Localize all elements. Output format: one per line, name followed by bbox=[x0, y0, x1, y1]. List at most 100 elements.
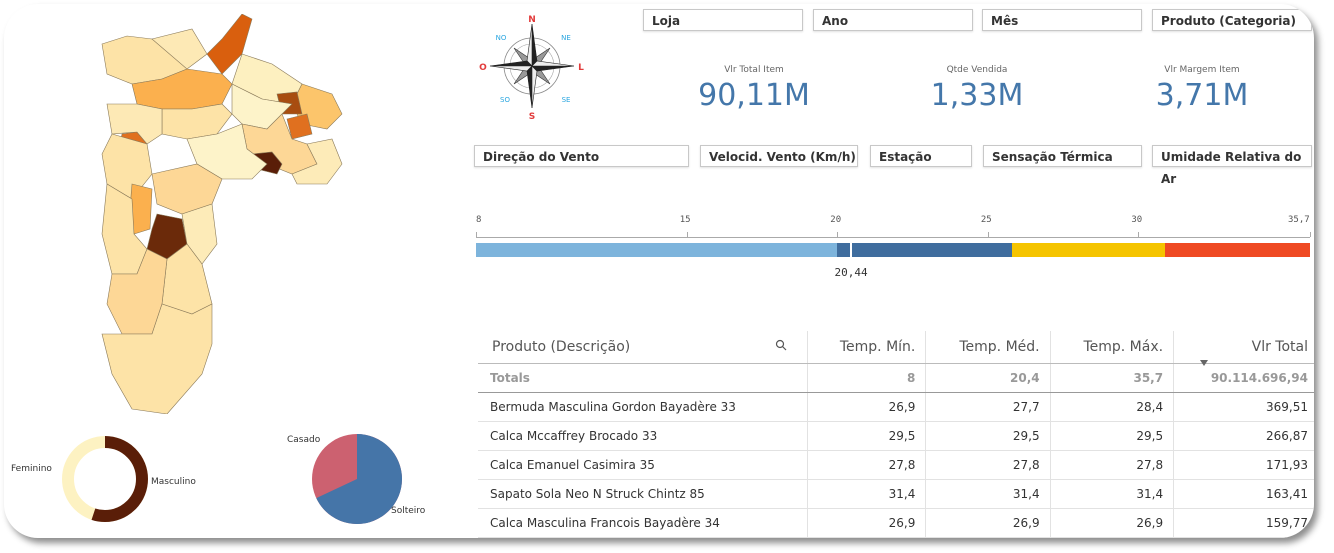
marital-status-pie-chart[interactable] bbox=[312, 434, 402, 524]
cell-vlr-total: 159,77 bbox=[1173, 508, 1314, 538]
gauge-band bbox=[837, 243, 1012, 257]
map-region bbox=[291, 138, 343, 185]
cell-temp-max: 28,4 bbox=[1049, 392, 1174, 422]
filter-sensacao-termica[interactable]: Sensação Térmica bbox=[983, 145, 1142, 167]
cell-vlr-total: 266,87 bbox=[1173, 421, 1314, 451]
table-row[interactable]: Sapato Sola Neo N Struck Chintz 85 31,4 … bbox=[478, 479, 1314, 509]
column-header-vlr-total[interactable]: Vlr Total bbox=[1173, 331, 1314, 364]
gauge-tick-label: 25 bbox=[980, 215, 992, 225]
compass-l: L bbox=[578, 63, 584, 73]
gauge-tick-label: 20 bbox=[830, 215, 842, 225]
pie-label-solteiro: Solteiro bbox=[391, 506, 426, 516]
gauge-tick-mark bbox=[686, 232, 688, 237]
totals-temp-min: 8 bbox=[806, 363, 926, 393]
compass-n: N bbox=[528, 15, 536, 25]
column-header-temp-max[interactable]: Temp. Máx. bbox=[1049, 331, 1174, 364]
table-header-row: Produto (Descrição) Temp. Mín. Temp. Méd… bbox=[478, 331, 1314, 364]
cell-temp-max: 31,4 bbox=[1049, 479, 1174, 509]
cell-temp-med: 27,7 bbox=[925, 392, 1051, 422]
gauge-tick-mark bbox=[1138, 232, 1140, 237]
compass-no: NO bbox=[496, 34, 507, 42]
kpi-title-vlr-total-item: Vlr Total Item bbox=[724, 65, 784, 75]
gender-donut-chart[interactable] bbox=[60, 434, 150, 524]
compass-so: SO bbox=[500, 96, 510, 104]
cell-temp-min: 29,5 bbox=[806, 421, 926, 451]
gauge-tick-mark bbox=[476, 232, 477, 237]
kpi-title-qtde-vendida: Qtde Vendida bbox=[946, 65, 1008, 75]
product-table: Produto (Descrição) Temp. Mín. Temp. Méd… bbox=[478, 331, 1314, 538]
kpi-value-vlr-total-item: 90,11M bbox=[698, 78, 810, 113]
gauge-tick-label: 15 bbox=[679, 215, 691, 225]
gauge-tick-mark bbox=[1310, 232, 1311, 237]
filter-estacao[interactable]: Estação bbox=[870, 145, 972, 167]
search-icon[interactable] bbox=[775, 339, 787, 354]
sao-paulo-district-map[interactable] bbox=[92, 14, 362, 414]
totals-temp-med: 20,4 bbox=[925, 363, 1051, 393]
gauge-tick-label: 30 bbox=[1131, 215, 1143, 225]
gauge-band bbox=[1011, 243, 1166, 257]
totals-temp-max: 35,7 bbox=[1049, 363, 1174, 393]
donut-label-feminino: Feminino bbox=[11, 464, 52, 474]
cell-produto: Calca Masculina Francois Bayadère 34 bbox=[478, 508, 808, 538]
cell-produto: Calca Mccaffrey Brocado 33 bbox=[478, 421, 808, 451]
filter-velocid-vento[interactable]: Velocid. Vento (Km/h) bbox=[700, 145, 858, 167]
cell-vlr-total: 369,51 bbox=[1173, 392, 1314, 422]
cell-temp-min: 31,4 bbox=[806, 479, 926, 509]
gauge-tick-mark bbox=[837, 232, 839, 237]
compass-o: O bbox=[479, 63, 487, 73]
gauge-value-marker bbox=[849, 243, 852, 257]
map-region bbox=[286, 113, 313, 140]
gauge-tick-mark bbox=[987, 232, 989, 237]
map-region bbox=[161, 103, 233, 140]
donut-label-masculino: Masculino bbox=[151, 477, 196, 487]
table-row[interactable]: Bermuda Masculina Gordon Bayadère 33 26,… bbox=[478, 392, 1314, 422]
gauge-axis bbox=[476, 237, 1310, 238]
cell-produto: Calca Emanuel Casimira 35 bbox=[478, 450, 808, 480]
kpi-value-qtde-vendida: 1,33M bbox=[930, 78, 1024, 113]
gauge-band bbox=[476, 243, 838, 257]
gauge-band bbox=[1165, 243, 1310, 257]
map-region bbox=[101, 303, 213, 414]
kpi-title-vlr-margem-item: Vlr Margem Item bbox=[1164, 65, 1240, 75]
compass-s: S bbox=[529, 112, 535, 122]
table-row[interactable]: Calca Emanuel Casimira 35 27,8 27,8 27,8… bbox=[478, 450, 1314, 480]
totals-vlr-total: 90.114.696,94 bbox=[1173, 363, 1314, 393]
filter-produto-categoria[interactable]: Produto (Categoria) bbox=[1152, 9, 1312, 31]
dashboard-frame: Feminino Masculino Casado Solteiro bbox=[4, 4, 1314, 538]
filter-ano[interactable]: Ano bbox=[813, 9, 973, 31]
filter-loja[interactable]: Loja bbox=[643, 9, 803, 31]
pie-label-casado: Casado bbox=[287, 435, 321, 445]
filter-mes[interactable]: Mês bbox=[982, 9, 1142, 31]
column-header-temp-med[interactable]: Temp. Méd. bbox=[925, 331, 1051, 364]
cell-produto: Bermuda Masculina Gordon Bayadère 33 bbox=[478, 392, 808, 422]
cell-temp-max: 29,5 bbox=[1049, 421, 1174, 451]
temperature-gauge: 8 15 20 25 30 35,7 20,44 bbox=[4, 4, 1314, 304]
column-header-temp-min[interactable]: Temp. Mín. bbox=[806, 331, 926, 364]
gauge-tick-label: 35,7 bbox=[1288, 215, 1310, 225]
cell-produto: Sapato Sola Neo N Struck Chintz 85 bbox=[478, 479, 808, 509]
cell-temp-med: 31,4 bbox=[925, 479, 1051, 509]
cell-temp-med: 27,8 bbox=[925, 450, 1051, 480]
pie-solteiro-slice bbox=[316, 434, 402, 524]
gauge-value-label: 20,44 bbox=[834, 266, 868, 279]
cell-temp-min: 26,9 bbox=[806, 392, 926, 422]
column-header-produto[interactable]: Produto (Descrição) bbox=[478, 331, 808, 364]
filter-umidade-relativa[interactable]: Umidade Relativa do Ar bbox=[1152, 145, 1312, 186]
cell-temp-max: 26,9 bbox=[1049, 508, 1174, 538]
cell-temp-max: 27,8 bbox=[1049, 450, 1174, 480]
table-row[interactable]: Calca Masculina Francois Bayadère 34 26,… bbox=[478, 508, 1314, 538]
cell-vlr-total: 171,93 bbox=[1173, 450, 1314, 480]
cell-temp-min: 26,9 bbox=[806, 508, 926, 538]
sort-descending-icon[interactable] bbox=[1200, 360, 1208, 366]
compass-ne: NE bbox=[561, 34, 571, 42]
table-row[interactable]: Calca Mccaffrey Brocado 33 29,5 29,5 29,… bbox=[478, 421, 1314, 451]
totals-row: Totals 8 20,4 35,7 90.114.696,94 bbox=[478, 363, 1314, 393]
cell-temp-min: 27,8 bbox=[806, 450, 926, 480]
kpi-value-vlr-margem-item: 3,71M bbox=[1155, 78, 1249, 113]
compass-se: SE bbox=[562, 96, 571, 104]
gauge-tick-label: 8 bbox=[476, 215, 482, 225]
cell-vlr-total: 163,41 bbox=[1173, 479, 1314, 509]
filter-direcao-vento[interactable]: Direção do Vento bbox=[474, 145, 689, 167]
map-region bbox=[106, 103, 163, 145]
cell-temp-med: 26,9 bbox=[925, 508, 1051, 538]
